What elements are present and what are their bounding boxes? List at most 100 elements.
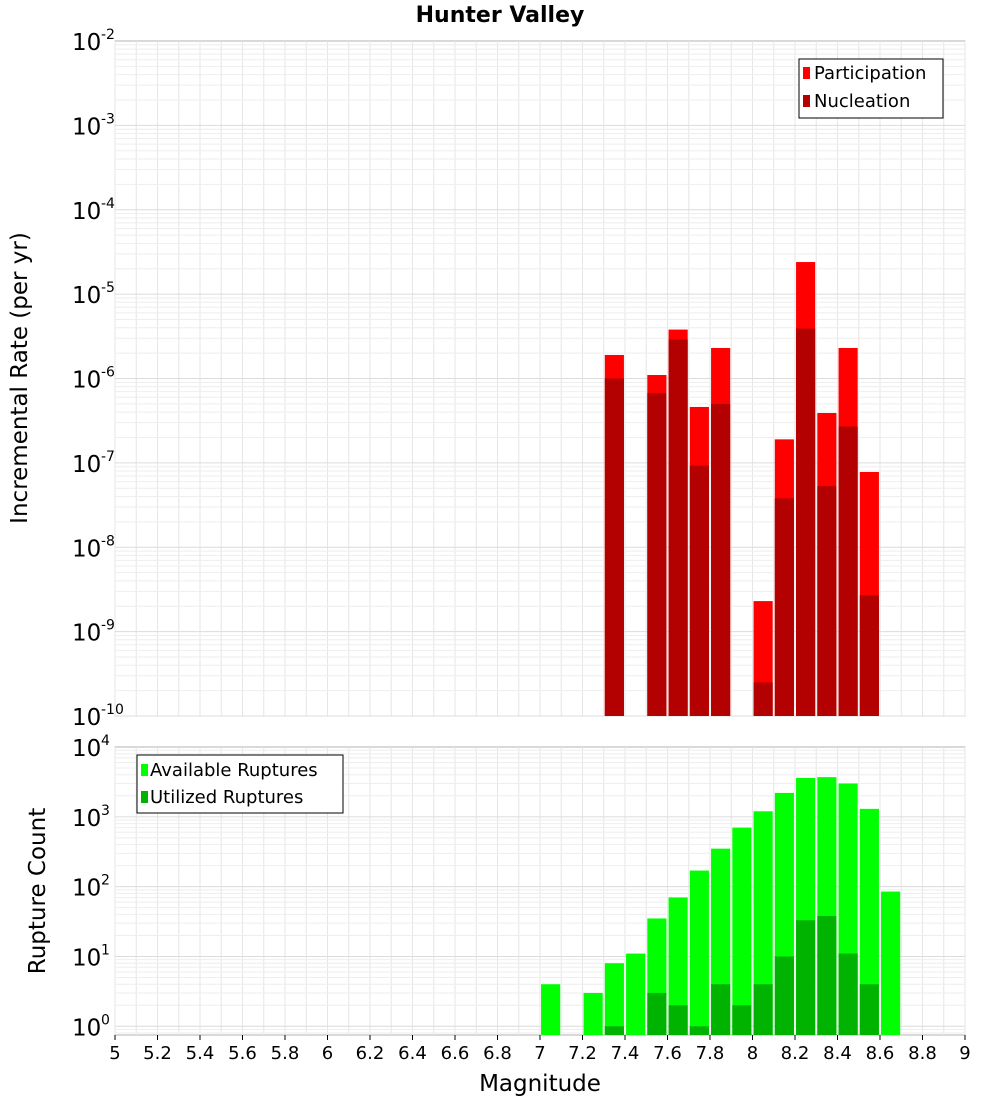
rate-y-tick-label: 10: [72, 621, 101, 647]
count-y-tick-label: 10: [72, 736, 101, 762]
rate-y-tick-label: 10: [72, 283, 101, 309]
nucleation-bar: [796, 328, 816, 716]
available-bar: [689, 870, 709, 1035]
x-tick-label: 5.6: [228, 1043, 257, 1064]
count-y-tick-exponent: 3: [101, 803, 110, 819]
available-bar: [668, 897, 688, 1035]
available-legend-swatch: [141, 764, 148, 776]
x-tick-label: 9: [959, 1043, 970, 1064]
available-bar: [732, 827, 752, 1035]
x-tick-label: 6: [322, 1043, 333, 1064]
rate-y-tick-label: 10: [72, 368, 101, 394]
count-legend-box: [136, 754, 344, 814]
nucleation-bar: [859, 595, 879, 716]
rate-y-tick-label: 10: [72, 199, 101, 225]
utilized-bar: [753, 984, 773, 1035]
rate-legend-box: [798, 58, 944, 119]
utilized-bar: [774, 956, 794, 1035]
x-tick-label: 8.4: [823, 1043, 852, 1064]
nucleation-bar: [647, 393, 667, 716]
rate-y-tick-label: 10: [72, 452, 101, 478]
utilized-bar: [859, 984, 879, 1035]
nucleation-legend-swatch: [803, 95, 810, 107]
available-bar: [753, 811, 773, 1035]
x-tick-label: 7: [534, 1043, 545, 1064]
utilized-bar: [796, 920, 816, 1035]
utilized-bar: [711, 984, 731, 1035]
nucleation-bar: [668, 339, 688, 716]
available-bar: [626, 953, 646, 1035]
rate-y-tick-exponent: -8: [101, 533, 115, 549]
rate-grid: [114, 41, 966, 717]
x-tick-label: 7.8: [696, 1043, 725, 1064]
rate-y-tick-exponent: -2: [101, 27, 115, 43]
count-y-tick-label: 10: [72, 1015, 101, 1041]
rate-y-tick-label: 10: [72, 30, 101, 56]
utilized-legend-swatch: [141, 791, 148, 803]
x-tick-label: 5.2: [143, 1043, 172, 1064]
participation-legend-label: Participation: [814, 63, 926, 84]
available-bar: [604, 963, 624, 1035]
nucleation-bar: [604, 378, 624, 716]
utilized-bar: [647, 992, 667, 1035]
rate-y-tick-exponent: -4: [101, 196, 115, 212]
x-tick-label: 6.2: [356, 1043, 385, 1064]
nucleation-bar: [817, 486, 837, 716]
available-bar: [859, 808, 879, 1035]
rate-bars: [604, 262, 879, 716]
nucleation-bar: [774, 498, 794, 716]
rate-y-tick-exponent: -6: [101, 365, 115, 381]
x-tick-label: 6.6: [441, 1043, 470, 1064]
x-tick-label: 7.6: [653, 1043, 682, 1064]
count-y-axis-label: Rupture Count: [25, 808, 51, 974]
rate-y-tick-exponent: -10: [101, 702, 124, 718]
rate-y-axis-label: Incremental Rate (per yr): [7, 232, 33, 524]
x-tick-label: 6.4: [398, 1043, 427, 1064]
participation-legend-swatch: [803, 67, 810, 79]
utilized-bar: [732, 1005, 752, 1035]
x-axis-label: Magnitude: [479, 1071, 601, 1097]
available-bar: [881, 891, 901, 1035]
nucleation-bar: [689, 465, 709, 716]
x-axis-ticks: 5 5.2 5.4 5.6 5.8 6 6.2 6.4 6.6 6.8 7 7.2 7.4 7.6 7.8 8…: [109, 1035, 971, 1064]
count-bars: [541, 777, 901, 1035]
count-y-tick-exponent: 1: [101, 942, 110, 958]
utilized-bar: [817, 915, 837, 1035]
x-tick-label: 5.4: [186, 1043, 215, 1064]
x-tick-label: 7.2: [568, 1043, 597, 1064]
utilized-bar: [668, 1005, 688, 1035]
chart-title: Hunter Valley: [416, 3, 585, 28]
count-legend: Available Ruptures Utilized Ruptures: [136, 754, 344, 814]
nucleation-bar: [711, 403, 731, 716]
rate-legend: Participation Nucleation: [798, 58, 944, 119]
available-legend-label: Available Ruptures: [150, 760, 318, 781]
x-tick-label: 8.2: [781, 1043, 810, 1064]
count-y-tick-label: 10: [72, 876, 101, 902]
utilized-legend-label: Utilized Ruptures: [150, 787, 303, 808]
rate-y-tick-exponent: -3: [101, 111, 115, 127]
utilized-bar: [604, 1026, 624, 1035]
rate-y-tick-label: 10: [72, 705, 101, 731]
x-tick-label: 5: [109, 1043, 120, 1064]
rate-y-tick-label: 10: [72, 536, 101, 562]
count-y-tick-exponent: 4: [101, 733, 110, 749]
utilized-bar: [838, 953, 858, 1035]
x-tick-label: 7.4: [611, 1043, 640, 1064]
rate-y-tick-label: 10: [72, 114, 101, 140]
x-tick-label: 5.8: [271, 1043, 300, 1064]
available-bar: [541, 984, 561, 1035]
x-tick-label: 8.6: [866, 1043, 895, 1064]
nucleation-bar: [753, 682, 773, 716]
x-tick-label: 8.8: [908, 1043, 937, 1064]
nucleation-legend-label: Nucleation: [814, 91, 910, 112]
x-tick-label: 8: [747, 1043, 758, 1064]
rate-y-tick-exponent: -7: [101, 449, 115, 465]
rate-y-tick-exponent: -5: [101, 280, 115, 296]
x-tick-label: 6.8: [483, 1043, 512, 1064]
utilized-bar: [689, 1026, 709, 1035]
